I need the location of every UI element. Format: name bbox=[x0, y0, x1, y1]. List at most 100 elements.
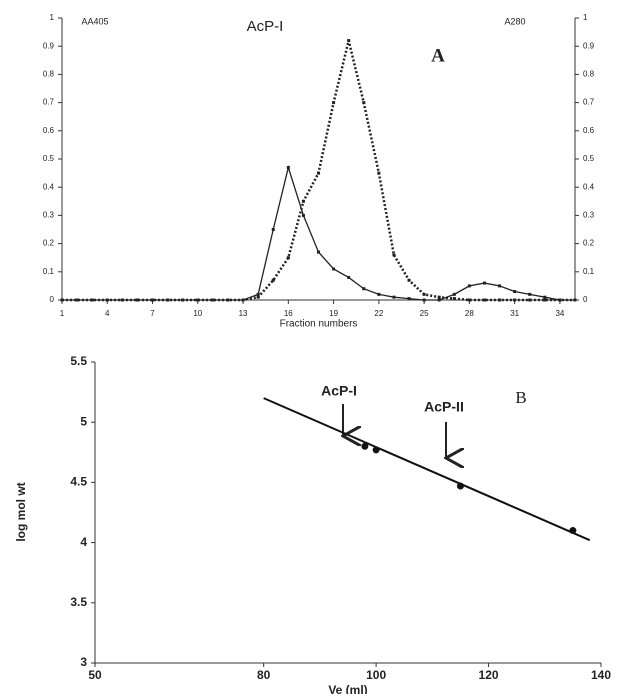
data-line bbox=[263, 397, 591, 542]
x-tick-label: 4 bbox=[105, 309, 110, 318]
marker bbox=[271, 278, 275, 282]
marker bbox=[362, 287, 366, 291]
y-tick-label: 0.2 bbox=[43, 239, 55, 248]
marker bbox=[528, 292, 532, 296]
marker bbox=[422, 298, 426, 302]
x-tick-label: 34 bbox=[555, 309, 564, 318]
x-tick-label: 10 bbox=[193, 309, 202, 318]
y-tick-label: 5 bbox=[80, 414, 87, 428]
marker bbox=[211, 298, 215, 302]
x-tick-label: 16 bbox=[284, 309, 293, 318]
marker bbox=[362, 101, 366, 105]
y2-tick-label: 1 bbox=[583, 13, 588, 22]
marker bbox=[286, 165, 290, 169]
y2-tick-label: 0.6 bbox=[583, 126, 595, 135]
marker bbox=[558, 298, 562, 302]
y-tick-label: 0 bbox=[50, 295, 55, 304]
y2-tick-label: 0.2 bbox=[583, 239, 595, 248]
marker bbox=[392, 253, 396, 257]
y-tick-label: 3.5 bbox=[70, 595, 87, 609]
y-tick-label: 0.8 bbox=[43, 70, 55, 79]
marker bbox=[498, 298, 502, 302]
marker bbox=[467, 298, 471, 302]
marker bbox=[513, 290, 517, 294]
x-tick-label: 7 bbox=[150, 309, 155, 318]
y-tick-label: 0.9 bbox=[43, 41, 55, 50]
y2-tick-label: 0.1 bbox=[583, 267, 595, 276]
data-line bbox=[62, 165, 575, 301]
marker bbox=[347, 39, 351, 43]
marker bbox=[407, 278, 411, 282]
marker bbox=[452, 297, 456, 301]
marker bbox=[271, 228, 275, 231]
y2-tick-label: 0.9 bbox=[583, 41, 595, 50]
marker bbox=[377, 171, 381, 175]
point bbox=[569, 527, 577, 535]
y-tick-label: 1 bbox=[50, 13, 55, 22]
marker bbox=[181, 298, 185, 302]
x-axis-label: Ve (ml) bbox=[328, 683, 367, 694]
x-tick-label: 120 bbox=[479, 668, 499, 682]
x-tick-label: 19 bbox=[329, 309, 338, 318]
y-tick-label: 0.1 bbox=[43, 267, 55, 276]
x-tick-label: 1 bbox=[60, 309, 65, 318]
data-line bbox=[62, 40, 575, 302]
marker bbox=[437, 295, 441, 299]
x-tick-label: 13 bbox=[239, 309, 248, 318]
marker bbox=[256, 292, 260, 296]
marker bbox=[573, 298, 577, 302]
y-tick-label: 0.6 bbox=[43, 126, 55, 135]
y-tick-label: 3 bbox=[80, 655, 87, 669]
marker bbox=[437, 298, 441, 302]
marker bbox=[105, 298, 109, 302]
marker bbox=[301, 213, 305, 217]
marker bbox=[135, 298, 139, 302]
x-tick-label: 100 bbox=[366, 668, 386, 682]
marker bbox=[392, 295, 396, 299]
x-tick-label: 50 bbox=[88, 668, 102, 682]
marker bbox=[498, 284, 502, 288]
marker bbox=[196, 298, 200, 302]
marker bbox=[332, 267, 336, 271]
annotation: AcP-I bbox=[247, 18, 284, 35]
point bbox=[456, 482, 464, 490]
y2-tick-label: 0.4 bbox=[583, 182, 595, 191]
y-tick-label: 0.4 bbox=[43, 182, 55, 191]
marker bbox=[528, 298, 532, 302]
x-tick-label: 80 bbox=[257, 668, 271, 682]
marker bbox=[377, 292, 381, 296]
marker bbox=[301, 199, 305, 203]
marker bbox=[543, 298, 547, 302]
y-tick-label: 0.3 bbox=[43, 211, 55, 220]
marker bbox=[543, 295, 547, 299]
marker bbox=[286, 256, 290, 260]
point bbox=[372, 446, 380, 454]
marker bbox=[452, 292, 456, 296]
marker bbox=[60, 298, 64, 302]
x-axis-label: Fraction numbers bbox=[280, 319, 358, 330]
x-tick-label: 31 bbox=[510, 309, 519, 318]
marker bbox=[407, 297, 411, 301]
y-tick-label: 4 bbox=[80, 535, 87, 549]
x-tick-label: 22 bbox=[374, 309, 383, 318]
point bbox=[361, 442, 369, 450]
marker bbox=[241, 298, 245, 302]
marker bbox=[347, 275, 351, 279]
x-tick-label: 28 bbox=[465, 309, 474, 318]
y-tick-label: 0.7 bbox=[43, 98, 55, 107]
marker bbox=[482, 298, 486, 302]
annotation: AcP-II bbox=[424, 399, 464, 415]
annotation: AcP-I bbox=[321, 383, 357, 399]
marker bbox=[120, 298, 124, 302]
marker bbox=[90, 298, 94, 302]
y-axis-label: log mol wt bbox=[14, 482, 28, 541]
x-tick-label: 140 bbox=[591, 668, 611, 682]
y-tick-label: 0.5 bbox=[43, 154, 55, 163]
marker bbox=[332, 101, 336, 105]
marker bbox=[422, 292, 426, 296]
y2-tick-label: 0.3 bbox=[583, 211, 595, 220]
annotation: A bbox=[431, 45, 445, 66]
marker bbox=[317, 171, 320, 175]
marker bbox=[226, 298, 230, 302]
